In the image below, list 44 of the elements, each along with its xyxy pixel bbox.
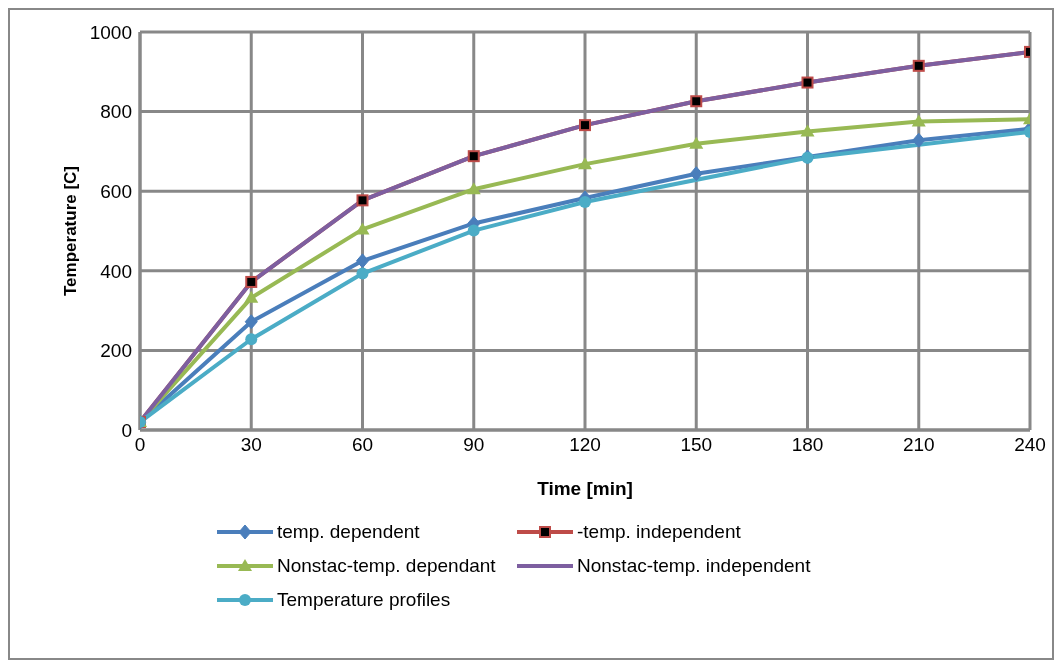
y-tick-label: 400 <box>100 260 132 282</box>
point <box>800 124 815 137</box>
point <box>244 290 259 303</box>
y-tick-label: 200 <box>100 340 132 362</box>
legend-label: Nonstac-temp. independent <box>577 555 811 577</box>
point <box>911 114 926 127</box>
point <box>912 132 926 148</box>
legend-label: temp. dependent <box>277 521 420 543</box>
x-tick-label: 150 <box>680 434 713 456</box>
legend-label: -temp. independent <box>577 521 741 543</box>
legend-label: Temperature profiles <box>277 589 451 611</box>
point <box>245 333 258 346</box>
point <box>245 275 258 288</box>
y-tick-label: 800 <box>100 101 132 123</box>
point <box>912 59 925 72</box>
y-tick-label: 0 <box>121 419 132 441</box>
x-tick-label: 60 <box>351 434 374 456</box>
x-tick-label: 30 <box>240 434 262 456</box>
point <box>579 195 591 208</box>
x-tick-label: 210 <box>902 434 935 456</box>
point <box>578 157 592 170</box>
x-tick-label: 120 <box>569 434 601 456</box>
x-tick-label: 90 <box>463 434 485 456</box>
y-tick-label: 600 <box>100 180 132 202</box>
point <box>690 95 703 108</box>
point <box>579 119 591 132</box>
point <box>244 314 258 330</box>
y-axis-title: Temperature [C] <box>61 165 81 297</box>
point <box>801 76 814 89</box>
point <box>356 253 369 269</box>
legend-label: Nonstac-temp. dependant <box>277 555 496 577</box>
point <box>355 222 370 235</box>
y-tick-label: 1000 <box>89 21 132 43</box>
point <box>467 150 480 163</box>
x-tick-label: 0 <box>134 434 146 456</box>
point <box>466 182 481 195</box>
point <box>356 194 369 207</box>
x-axis-title: Time [min] <box>537 478 633 499</box>
x-tick-label: 240 <box>1014 434 1046 456</box>
point <box>467 224 480 237</box>
point <box>689 166 703 182</box>
point <box>356 267 369 280</box>
x-tick-label: 180 <box>791 434 824 456</box>
point <box>689 136 704 149</box>
